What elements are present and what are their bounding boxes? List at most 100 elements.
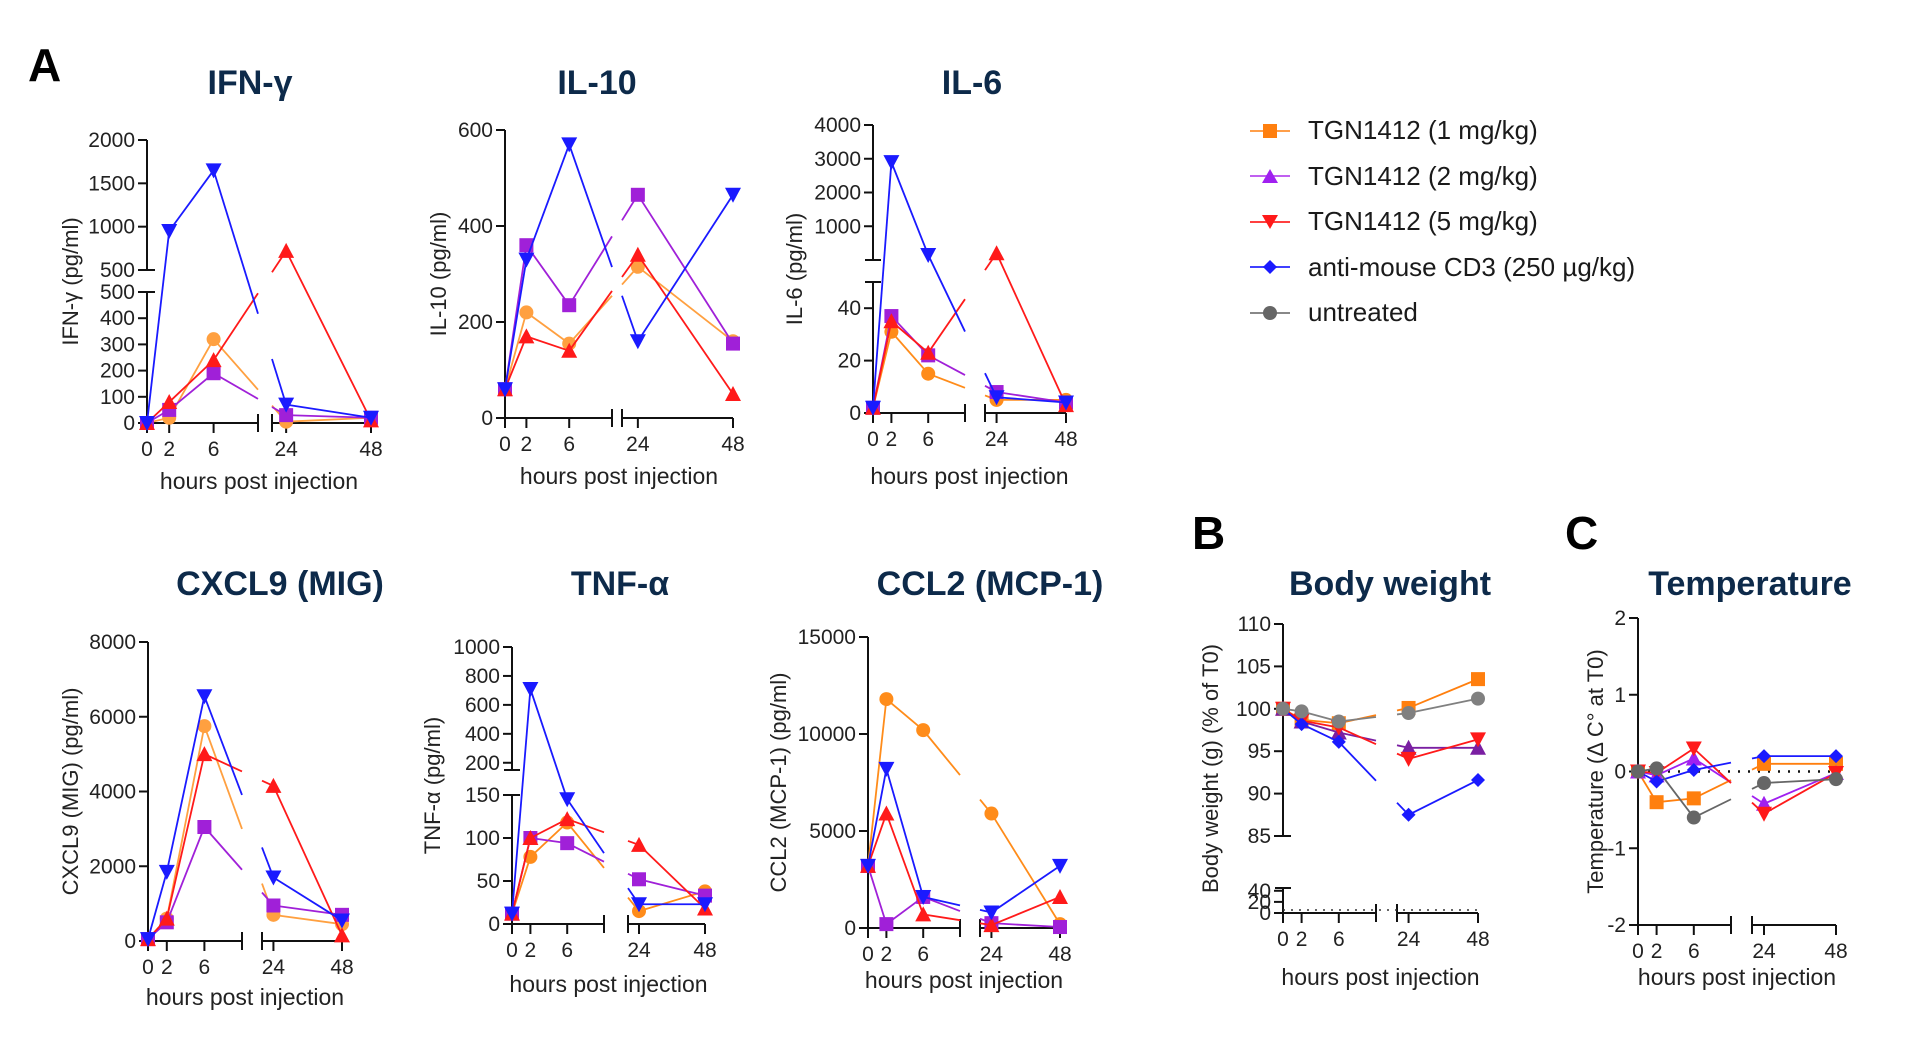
series-line [890, 331, 929, 375]
x-tick-label: 48 [359, 438, 382, 461]
data-point [559, 811, 576, 827]
series-line [213, 372, 259, 400]
y-tick-label: 0 [488, 913, 500, 936]
x-axis-label: hours post injection [865, 967, 1063, 993]
data-point [1757, 749, 1771, 764]
y-axis-label: TNF-α (pg/ml) [420, 717, 445, 854]
series-line [504, 312, 528, 390]
data-point [266, 898, 281, 913]
data-point [921, 366, 936, 381]
data-point [522, 830, 539, 845]
series-line [146, 230, 171, 424]
x-tick-label: 0 [142, 956, 154, 979]
data-point [1471, 691, 1485, 706]
x-axis-label: hours post injection [146, 984, 344, 1010]
data-point [629, 246, 646, 262]
series-line [885, 698, 924, 731]
data-point [1829, 772, 1843, 787]
series-line [568, 144, 613, 268]
y-tick-label: 1500 [88, 172, 135, 195]
y-tick-label: 20 [1248, 891, 1271, 914]
x-tick-label: 6 [563, 433, 575, 456]
series-line [995, 252, 1067, 406]
x-tick-label: 6 [561, 939, 573, 962]
x-tick-label: 0 [867, 428, 879, 451]
y-tick-label: 2000 [89, 855, 136, 878]
x-tick-label: 6 [922, 428, 934, 451]
series-line [890, 161, 930, 256]
y-tick-label: -1 [1607, 837, 1626, 860]
series-line [529, 688, 569, 800]
x-tick-label: 48 [693, 939, 716, 962]
x-tick-label: 0 [506, 939, 518, 962]
series-line [1338, 726, 1377, 746]
y-tick-label: 5000 [809, 820, 856, 843]
series-line [990, 813, 1061, 925]
data-point [158, 910, 175, 926]
data-point [988, 390, 1005, 406]
data-point [1400, 751, 1417, 767]
data-point [1471, 773, 1485, 788]
data-point [1686, 791, 1701, 806]
y-tick-label: 150 [465, 784, 500, 807]
data-point [206, 332, 221, 347]
x-tick-label: 48 [1466, 928, 1489, 951]
y-tick-label: 8000 [89, 631, 136, 654]
data-point [196, 689, 213, 705]
y-tick-label: 50 [477, 870, 500, 893]
data-point [158, 864, 175, 880]
data-point [1756, 806, 1772, 822]
data-point [205, 352, 222, 368]
y-axis-label: CCL2 (MCP-1) (pg/ml) [766, 672, 791, 892]
panel-letter-a: A [28, 39, 62, 91]
data-point [984, 806, 999, 821]
x-axis-label: hours post injection [509, 971, 707, 997]
data-point [920, 344, 937, 360]
series-line [927, 254, 966, 332]
x-tick-label: 24 [980, 943, 1004, 966]
legend: TGN1412 (1 mg/kg) TGN1412 (2 mg/kg) TGN1… [1250, 108, 1635, 336]
x-axis-label: hours post injection [1281, 964, 1479, 990]
series-line [872, 321, 893, 408]
y-axis-label: IFN-γ (pg/ml) [58, 217, 83, 345]
data-point [206, 366, 221, 381]
series-line [867, 865, 888, 925]
legend-label: TGN1412 (1 mg/kg) [1308, 115, 1538, 146]
series-line [165, 753, 206, 919]
series-line [203, 826, 243, 871]
data-point [522, 681, 539, 697]
series-line [1408, 779, 1479, 816]
series-line [271, 358, 288, 405]
data-point [1053, 920, 1067, 935]
series-line [638, 890, 706, 912]
series-line [286, 414, 372, 419]
series-line [212, 292, 259, 361]
y-tick-label: 110 [1238, 613, 1271, 636]
series-line [885, 768, 925, 898]
triangle-down-marker-icon [1250, 214, 1290, 229]
x-tick-label: 6 [917, 943, 929, 966]
data-point [519, 305, 534, 320]
chart-title-cxcl9: CXCL9 (MIG) [176, 565, 384, 603]
x-tick-label: 6 [208, 438, 220, 461]
data-point [631, 897, 647, 913]
series-line [529, 818, 568, 839]
x-tick-label: 48 [1048, 943, 1071, 966]
y-tick-label: 4000 [814, 114, 861, 137]
series-line [922, 729, 961, 776]
data-point [1829, 749, 1843, 764]
series-line [1693, 761, 1732, 771]
legend-item: TGN1412 (1 mg/kg) [1250, 108, 1635, 154]
x-tick-label: 0 [141, 438, 153, 461]
series-line [1655, 767, 1695, 819]
data-point [560, 836, 575, 851]
y-tick-label: 95 [1248, 740, 1271, 763]
series-line [526, 335, 570, 352]
data-point [1276, 701, 1290, 716]
data-point [265, 870, 282, 886]
data-point [879, 692, 894, 707]
data-point [631, 836, 647, 852]
series-line [1656, 757, 1695, 777]
chart-title-ifng: IFN-γ [207, 64, 293, 102]
series-line [621, 295, 639, 342]
